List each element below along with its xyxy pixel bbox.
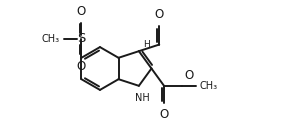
Text: O: O [159,108,169,121]
Text: CH₃: CH₃ [41,34,60,44]
Text: S: S [77,32,86,45]
Text: O: O [77,5,86,18]
Text: CH₃: CH₃ [200,81,218,91]
Text: O: O [155,8,164,21]
Text: NH: NH [135,93,150,103]
Text: H: H [143,40,150,49]
Text: O: O [185,68,194,82]
Text: O: O [77,60,86,73]
